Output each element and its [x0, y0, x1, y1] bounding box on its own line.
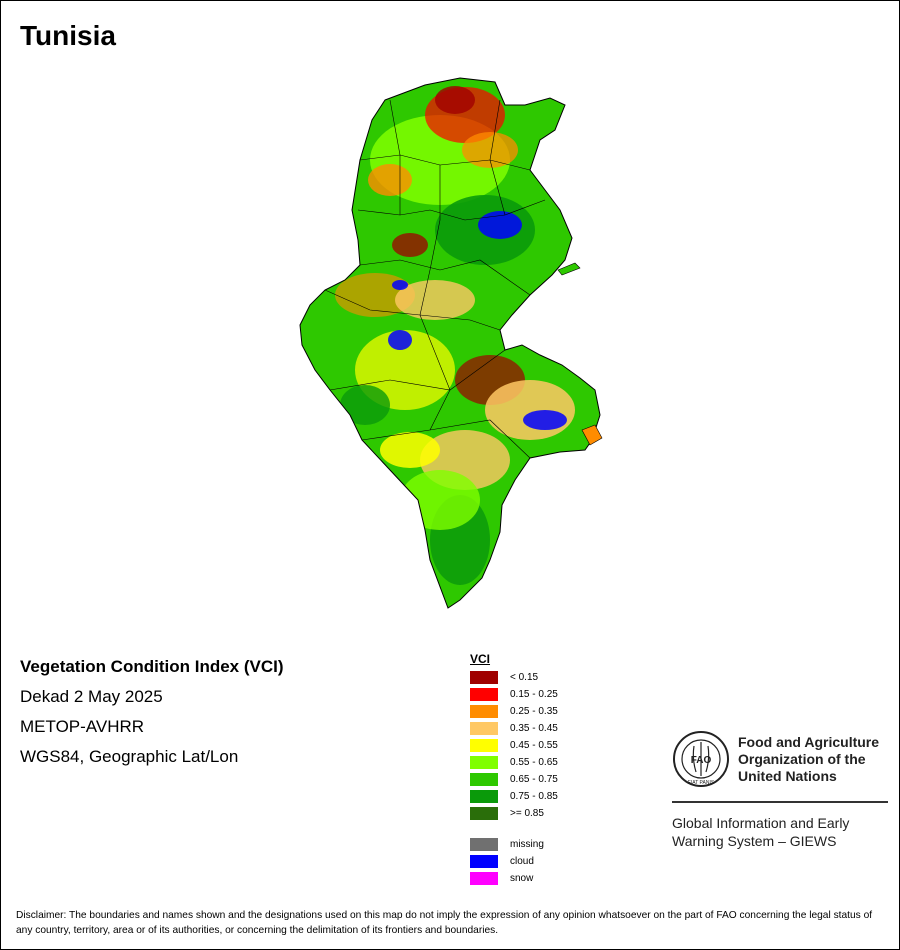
- fao-logo-icon: FAO FIAT PANIS: [673, 731, 729, 787]
- legend-label: missing: [510, 839, 544, 850]
- legend-label: 0.75 - 0.85: [510, 791, 558, 802]
- island-djerba: [581, 424, 603, 446]
- legend-item: 0.75 - 0.85: [470, 789, 558, 806]
- legend-item: 0.25 - 0.35: [470, 704, 558, 721]
- legend-label: cloud: [510, 856, 534, 867]
- giews-name: Global Information and Early Warning Sys…: [672, 814, 849, 850]
- legend-item: 0.45 - 0.55: [470, 738, 558, 755]
- legend-swatch: [470, 722, 498, 735]
- legend-swatch: [470, 872, 498, 885]
- legend-label: 0.15 - 0.25: [510, 689, 558, 700]
- legend-swatch: [470, 773, 498, 786]
- legend-special: missing cloud snow: [470, 837, 544, 888]
- legend-label: < 0.15: [510, 672, 539, 683]
- vci-raster: [335, 86, 575, 585]
- index-name: Vegetation Condition Index (VCI): [20, 657, 284, 676]
- admin-boundaries: [324, 99, 546, 459]
- period-text: Dekad 2 May 2025: [20, 687, 163, 706]
- fao-motto-text: FIAT PANIS: [688, 780, 715, 786]
- legend-item: missing: [470, 837, 544, 854]
- legend-item: 0.65 - 0.75: [470, 772, 558, 789]
- sensor-text: METOP-AVHRR: [20, 717, 145, 736]
- vci-legend: VCI < 0.15 0.15 - 0.25 0.25 - 0.35 0.35 …: [470, 652, 558, 888]
- projection-text: WGS84, Geographic Lat/Lon: [20, 747, 239, 766]
- map-title: Tunisia: [20, 20, 116, 51]
- legend-label: 0.25 - 0.35: [510, 706, 558, 717]
- legend-item: cloud: [470, 854, 534, 871]
- legend-swatch: [470, 838, 498, 851]
- fao-org-line: Food and Agriculture: [738, 734, 880, 750]
- giews-line: Warning System – GIEWS: [672, 833, 837, 849]
- map-info-block: Vegetation Condition Index (VCI) Dekad 2…: [20, 656, 284, 776]
- legend-swatch: [470, 855, 498, 868]
- country-border: [299, 77, 601, 609]
- legend-label: >= 0.85: [510, 808, 544, 819]
- tunisia-vci-map: [299, 77, 603, 609]
- legend-item: snow: [470, 871, 533, 888]
- fao-org-line: United Nations: [738, 768, 837, 784]
- legend-swatch: [470, 688, 498, 701]
- legend-item: >= 0.85: [470, 806, 544, 823]
- legend-swatch: [470, 756, 498, 769]
- legend-swatch: [470, 671, 498, 684]
- legend-item: 0.35 - 0.45: [470, 721, 558, 738]
- legend-label: 0.55 - 0.65: [510, 757, 558, 768]
- legend-classes: < 0.15 0.15 - 0.25 0.25 - 0.35 0.35 - 0.…: [470, 670, 558, 823]
- legend-swatch: [470, 790, 498, 803]
- giews-line: Global Information and Early: [672, 815, 850, 831]
- legend-spacer: [470, 823, 490, 837]
- legend-item: 0.55 - 0.65: [470, 755, 558, 772]
- fao-logo-text: FAO: [691, 755, 712, 766]
- disclaimer-text: Disclaimer: The boundaries and names sho…: [16, 910, 873, 936]
- legend-item: 0.15 - 0.25: [470, 687, 558, 704]
- legend-swatch: [470, 705, 498, 718]
- island-kerkennah: [557, 262, 581, 276]
- legend-label: snow: [510, 873, 534, 884]
- legend-title: VCI: [470, 652, 491, 666]
- legend-swatch: [470, 739, 498, 752]
- legend-swatch: [470, 807, 498, 820]
- fao-org-name: Food and Agriculture Organization of the…: [738, 734, 879, 785]
- legend-label: 0.45 - 0.55: [510, 740, 558, 751]
- legend-label: 0.35 - 0.45: [510, 723, 558, 734]
- divider: [672, 801, 888, 803]
- fao-org-line: Organization of the: [738, 751, 866, 767]
- legend-label: 0.65 - 0.75: [510, 774, 558, 785]
- legend-item: < 0.15: [470, 670, 538, 687]
